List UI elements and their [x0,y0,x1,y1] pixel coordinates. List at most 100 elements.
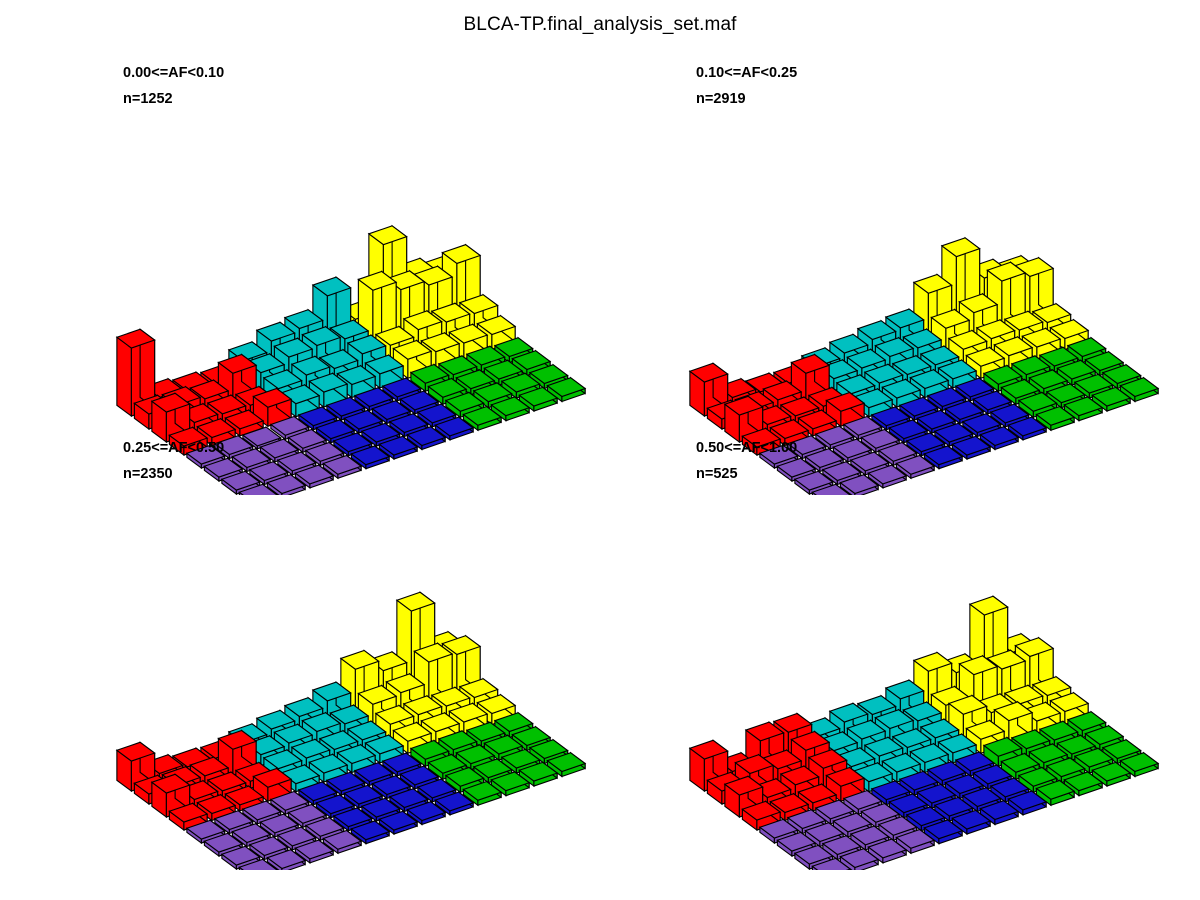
lego-bar [325,396,366,422]
lego-bar [923,818,964,845]
figure-title: BLCA-TP.final_analysis_set.maf [463,14,737,35]
lego-panel-af-000-010: 0.00<=AF<0.10 n=1252 [95,60,615,495]
lego-panel-af-010-025: 0.10<=AF<0.25 n=2919 [668,60,1188,495]
lego-plot-surface [95,105,595,495]
lego-bar [350,819,391,845]
lego-bar [723,395,764,444]
lego-bar [266,848,307,870]
lego-bar [252,387,293,428]
lego-bar [462,405,503,432]
lego-bar [1063,395,1104,422]
lego-bar [961,786,1002,813]
lego-bar [821,460,862,486]
lego-bar [811,857,852,870]
lego-bar [1091,761,1132,788]
lego-bar [528,738,569,765]
lego-bar [895,828,936,855]
lego-bar [839,473,880,495]
panel-n-label: n=1252 [123,91,173,107]
lego-bar [842,415,883,441]
lego-plot-svg [688,236,1160,495]
lego-bar [1084,350,1125,377]
lego-bar [951,809,992,836]
lego-bar [294,839,335,864]
lego-bar [115,328,156,418]
lego-bar [518,761,559,788]
lego-bar [364,354,405,389]
lego-bar [248,460,289,486]
lego-bar [308,753,349,784]
lego-bar [150,773,191,819]
lego-bar [793,470,834,495]
lego-bar [1119,751,1160,778]
lego-bar [301,711,342,748]
lego-bar [1119,376,1160,403]
lego-bar [923,444,964,470]
lego-bar [860,428,901,454]
lego-panel-af-025-050: 0.25<=AF<0.50 n=2350 [95,435,615,870]
lego-bar [322,454,363,480]
lego-panel-af-050-100: 0.50<=AF<1.00 n=525 [668,435,1188,870]
lego-bar [1066,710,1107,739]
lego-bar [741,427,782,457]
lego-bar [462,780,503,807]
lego-bar [867,464,908,489]
lego-bar [203,457,244,483]
lego-bar [378,810,419,836]
lego-bar [378,435,419,461]
lego-bar [252,767,293,803]
lego-bar [220,470,261,495]
lego-bar [1038,720,1079,749]
lego-bar [196,417,237,447]
lego-bar [825,766,866,803]
lego-bar [332,431,373,457]
lego-bar [982,736,1023,768]
lego-bar [849,825,890,851]
lego-bar [741,800,782,832]
lego-bar [790,353,831,402]
lego-bar [350,444,391,470]
lego-bar [814,799,855,825]
lego-bar [989,403,1030,428]
panel-n-label: n=2350 [123,466,173,482]
lego-bar [839,847,880,870]
lego-plot-surface [95,480,595,870]
panel-af-range-label: 0.00<=AF<0.10 [123,65,225,81]
lego-bar [979,425,1020,451]
lego-bar [811,483,851,495]
lego-plot-surface [668,105,1168,495]
lego-bar [266,473,307,495]
lego-bar [867,838,908,864]
lego-bar [546,751,587,778]
lego-bar [434,416,475,441]
lego-bar [168,426,209,457]
lego-bar [1035,779,1076,807]
lego-bar [322,829,363,855]
lego-bar [951,435,992,461]
lego-plot-svg [115,591,587,870]
lego-bar [437,729,478,758]
lego-bar [825,391,866,428]
lego-plot-svg [115,224,587,495]
lego-bar [797,409,838,437]
lego-bar [238,858,278,870]
lego-bar [518,386,559,413]
lego-bar [1073,373,1114,400]
lego-bar [909,742,950,774]
lego-bar [877,441,918,467]
lego-bar [238,483,278,495]
lego-bar [961,412,1002,438]
lego-bar [416,778,457,803]
lego-bar [870,405,911,431]
lego-bar [1035,405,1076,432]
lego-bar [241,426,282,450]
lego-bar [392,721,433,755]
panel-n-label: n=2919 [696,91,746,107]
panel-af-range-label: 0.25<=AF<0.50 [123,440,225,456]
lego-bar [849,451,890,476]
lego-bar [1007,416,1048,441]
lego-bar [1045,382,1086,409]
lego-bar [1007,790,1048,816]
lego-bar [989,777,1030,803]
